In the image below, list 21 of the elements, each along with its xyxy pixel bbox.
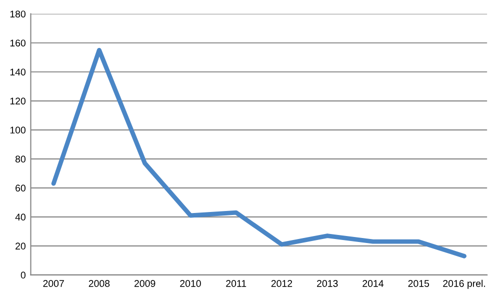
y-tick-label: 160: [10, 40, 26, 46]
y-tick-label: 0: [20, 272, 26, 279]
x-tick-label: 2011: [226, 280, 246, 287]
y-tick-label: 60: [16, 184, 26, 192]
x-tick-label: 2010: [180, 280, 201, 287]
y-tick-label: 40: [15, 214, 26, 221]
y-tick-label: 140: [10, 68, 26, 76]
y-tick-label: 100: [10, 126, 26, 134]
x-tick-label: 2014: [362, 280, 384, 287]
x-tick-label: 2015: [408, 280, 430, 287]
x-tick-label: 2007: [43, 280, 64, 287]
line-series: [51, 48, 466, 258]
y-tick-label: 20: [16, 242, 26, 250]
y-tick-label: 120: [10, 98, 26, 105]
y-tick-label: 180: [10, 10, 26, 18]
x-tick-label: 2009: [134, 280, 156, 287]
y-tick-label: 80: [16, 156, 26, 163]
x-tick-label: 2016 prel.: [443, 280, 485, 289]
x-tick-label: 2008: [88, 280, 110, 287]
x-tick-label: 2013: [317, 280, 338, 287]
x-tick-label: 2012: [271, 280, 292, 287]
